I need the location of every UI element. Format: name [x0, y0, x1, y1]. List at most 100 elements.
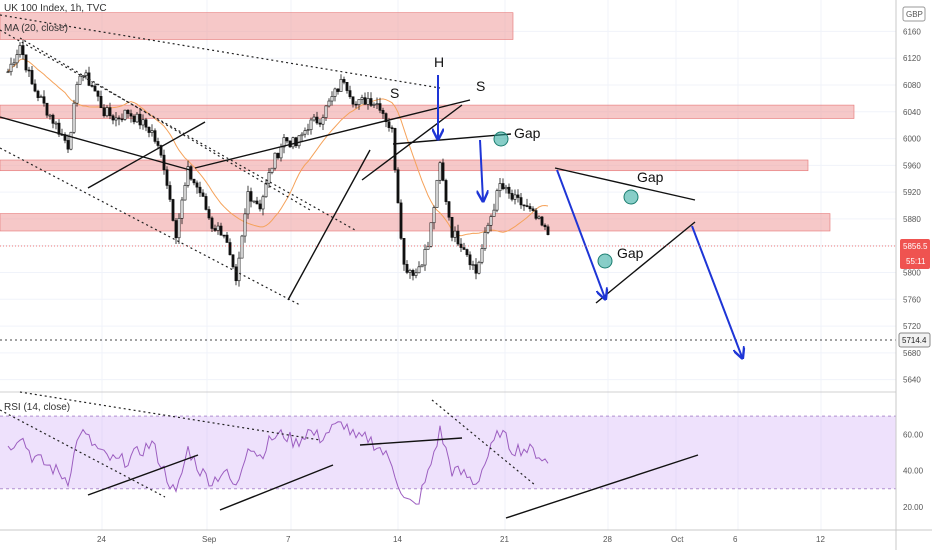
currency-badge[interactable]: GBP: [902, 6, 926, 22]
time-tick-label: 6: [733, 535, 738, 544]
candle-body: [408, 270, 412, 273]
resistance-zone: [0, 12, 514, 40]
legend-rsi[interactable]: RSI (14, close): [4, 402, 74, 413]
candle-body: [468, 254, 472, 266]
candle-body: [261, 196, 265, 210]
candle-body: [510, 193, 514, 200]
candle-body: [387, 121, 391, 128]
candle-body: [78, 75, 82, 85]
rsi-tick-label: 60.00: [903, 430, 924, 439]
candle-body: [171, 199, 175, 221]
rsi-dotted-line: [431, 399, 536, 486]
candle-body: [525, 205, 529, 207]
candle-body: [213, 228, 217, 231]
candle-body: [315, 116, 319, 124]
trend-line: [287, 149, 371, 301]
candle-body: [345, 82, 349, 91]
candle-body: [189, 166, 193, 180]
candle-body: [372, 104, 376, 106]
candle-body: [222, 234, 226, 237]
time-tick-label: 28: [603, 535, 612, 544]
rsi-trend-lines: [87, 437, 699, 519]
time-axis[interactable]: 24 Sep 7 14 21 28 Oct 6 12: [97, 535, 825, 544]
candle-body: [504, 186, 508, 190]
candle-body: [513, 194, 517, 200]
price-tick-label: 5960: [903, 161, 921, 170]
gap-circle: [623, 189, 639, 205]
candle-body: [231, 254, 235, 268]
trend-lines: [0, 99, 696, 304]
candle-body: [303, 130, 307, 135]
candle-body: [258, 203, 262, 210]
trend-line: [595, 221, 696, 304]
target-price-bg: [898, 332, 931, 348]
candle-body: [492, 209, 496, 217]
candle-body: [255, 200, 259, 205]
candle-body: [534, 210, 538, 219]
price-tick-label: 6120: [903, 54, 921, 63]
candle-body: [57, 122, 61, 135]
price-tick-label: 5720: [903, 322, 921, 331]
candle-body: [453, 230, 457, 238]
legend-ma[interactable]: MA (20, close): [4, 23, 72, 34]
target-price-tag: 5714.4: [898, 332, 931, 348]
candle-body: [339, 79, 343, 92]
countdown-value: 55:11: [906, 257, 926, 266]
candle-body: [126, 109, 130, 114]
price-tick-label: 5760: [903, 295, 921, 304]
candle-body: [39, 96, 43, 98]
candle-body: [546, 226, 550, 235]
arrow-down: [691, 225, 742, 357]
candle-body: [531, 208, 535, 211]
candle-body: [204, 196, 208, 210]
candle-body: [477, 261, 481, 274]
candle-body: [186, 166, 190, 186]
candle-body: [225, 234, 229, 243]
rsi-dotted-line: [0, 409, 166, 498]
price-tick-label: 5680: [903, 349, 921, 358]
candle-body: [150, 130, 154, 133]
candle-body: [9, 63, 13, 73]
candle-body: [423, 249, 427, 266]
candle-body: [42, 96, 46, 104]
candle-body: [75, 84, 79, 104]
annotation-gap-3: Gap: [617, 245, 644, 261]
price-tick-label: 5920: [903, 188, 921, 197]
candle-body: [459, 243, 463, 248]
candle-body: [252, 200, 256, 203]
annotation-shoulder-left: S: [390, 85, 399, 101]
candle-body: [381, 110, 385, 114]
candle-body: [441, 162, 445, 181]
candle-body: [237, 257, 241, 282]
price-axis[interactable]: 6160612060806040600059605920588058405800…: [903, 27, 921, 384]
candle-body: [93, 85, 97, 92]
legend-symbol[interactable]: UK 100 Index, 1h, TVC: [4, 3, 111, 14]
candle-body: [159, 145, 163, 156]
candle-body: [411, 270, 415, 276]
candle-body: [456, 230, 460, 245]
candle-body: [495, 190, 499, 211]
candle-body: [228, 242, 232, 256]
candle-body: [417, 266, 421, 274]
candle-body: [519, 197, 523, 206]
trend-line: [0, 116, 191, 171]
candle-body: [51, 114, 55, 124]
candle-body: [114, 117, 118, 121]
candle-body: [306, 129, 310, 132]
candle-body: [69, 131, 73, 150]
time-tick-label: 7: [286, 535, 291, 544]
candle-body: [543, 224, 547, 228]
candle-body: [33, 83, 37, 92]
candle-body: [183, 185, 187, 201]
candle-body: [489, 216, 493, 226]
candle-body: [24, 54, 28, 71]
candle-body: [165, 169, 169, 186]
candle-body: [111, 115, 115, 121]
rsi-axis[interactable]: 60.00 40.00 20.00: [903, 430, 924, 512]
candle-body: [390, 127, 394, 129]
candle-body: [279, 146, 283, 159]
last-price-bg: [900, 239, 930, 269]
dotted-trend-line: [0, 147, 301, 306]
candle-body: [192, 178, 196, 184]
